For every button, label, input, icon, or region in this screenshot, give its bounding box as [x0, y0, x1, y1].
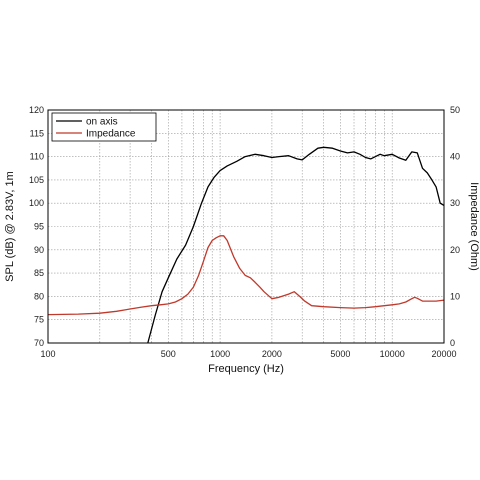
x-tick-label: 20000 — [431, 349, 456, 359]
x-tick-label: 500 — [161, 349, 176, 359]
y-left-tick-label: 95 — [34, 222, 44, 232]
y-right-tick-label: 50 — [450, 105, 460, 115]
x-tick-label: 5000 — [330, 349, 350, 359]
y-left-tick-label: 100 — [29, 198, 44, 208]
y-right-tick-label: 40 — [450, 152, 460, 162]
x-tick-label: 1000 — [210, 349, 230, 359]
y-left-tick-label: 115 — [30, 128, 44, 138]
legend-label-impedance: Impedance — [86, 129, 136, 140]
tick-labels: 70 75 80 85 90 95 100 105 110 115 120 0 10 20 30 40 50 10… — [29, 105, 460, 359]
y-left-tick-label: 85 — [34, 268, 44, 278]
x-tick-label: 100 — [40, 349, 55, 359]
y-left-tick-label: 90 — [34, 245, 44, 255]
x-tick-label: 10000 — [380, 349, 405, 359]
y-axis-right-title: Impedance (Ohm) — [468, 182, 480, 271]
x-axis-title: Frequency (Hz) — [208, 363, 284, 375]
y-axis-left-title: SPL (dB) @ 2.83V, 1m — [4, 171, 16, 282]
y-right-tick-label: 20 — [450, 245, 460, 255]
series-line-impedance — [48, 235, 444, 316]
y-right-tick-label: 0 — [450, 338, 455, 348]
plot-frame — [47, 109, 445, 344]
grid-lines — [48, 110, 444, 343]
legend: on axis Impedance — [51, 112, 157, 142]
y-left-tick-label: 105 — [29, 175, 44, 185]
y-right-tick-label: 10 — [450, 291, 460, 301]
x-tick-label: 2000 — [262, 349, 282, 359]
legend-label-on-axis: on axis — [86, 117, 118, 128]
y-left-tick-label: 120 — [29, 105, 44, 115]
y-left-tick-label: 75 — [34, 315, 44, 325]
y-right-tick-label: 30 — [450, 198, 460, 208]
y-left-tick-label: 110 — [30, 152, 44, 162]
series-layer — [48, 146, 444, 343]
series-line-on-axis — [147, 146, 444, 343]
y-left-tick-label: 70 — [34, 338, 44, 348]
legend-box — [51, 112, 157, 142]
y-left-tick-label: 80 — [34, 291, 44, 301]
